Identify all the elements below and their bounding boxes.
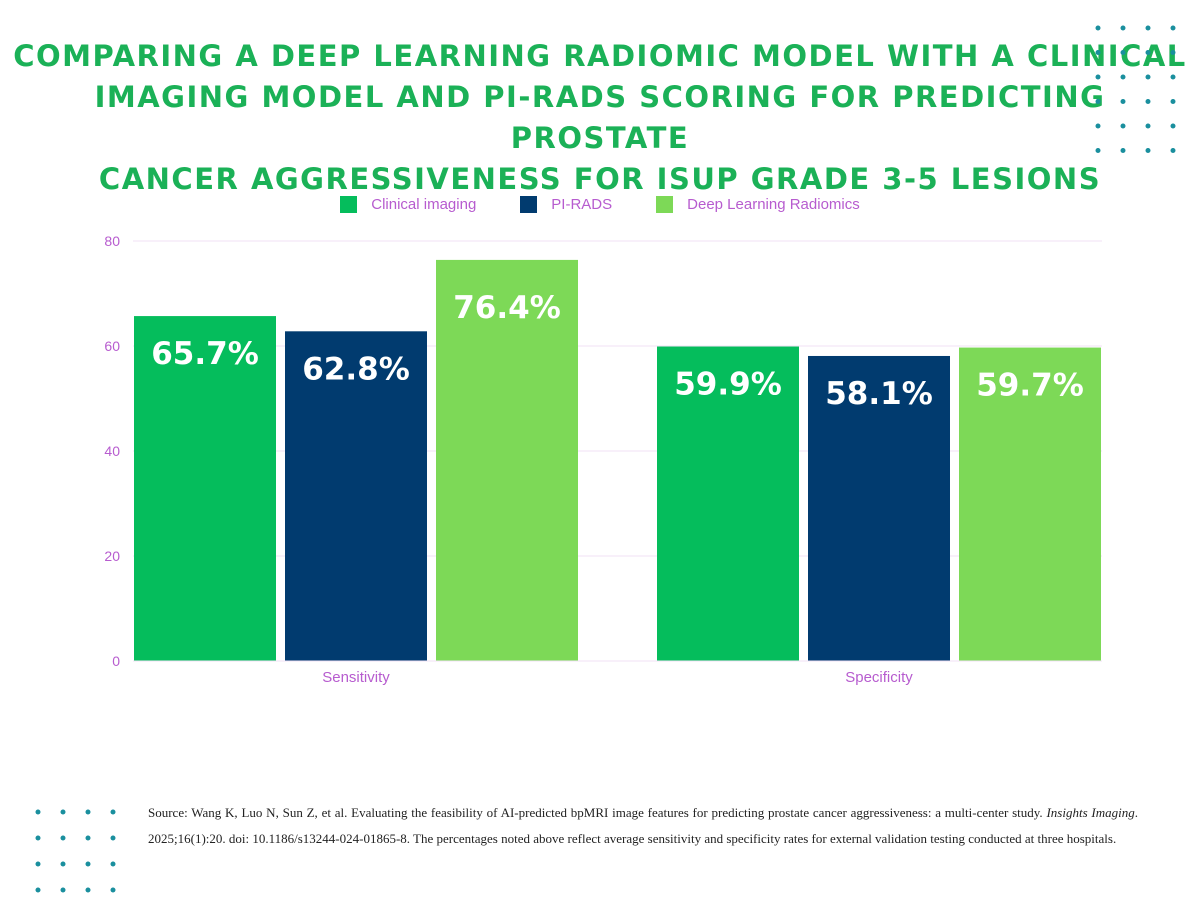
decorative-dot <box>85 809 91 815</box>
decorative-dot <box>60 887 66 893</box>
decorative-dot <box>110 861 116 867</box>
decorative-dot <box>1095 50 1101 55</box>
y-tick-label-80: 80 <box>104 233 120 249</box>
decorative-dot <box>1120 123 1126 129</box>
chart-title-line-2: IMAGING MODEL AND PI-RADS SCORING FOR PR… <box>94 80 1106 155</box>
decorative-dot <box>1120 25 1126 31</box>
decorative-dot <box>1095 25 1101 31</box>
decorative-dot <box>35 835 41 841</box>
legend-label-clinical-imaging: Clinical imaging <box>371 196 477 213</box>
legend-label-pi-rads: PI-RADS <box>551 196 613 213</box>
bar-sensitivity-pi-rads <box>285 331 427 661</box>
y-tick-label-40: 40 <box>104 443 120 459</box>
decorative-dot <box>1145 123 1151 129</box>
legend-label-deep-learning-radiomics: Deep Learning Radiomics <box>687 196 860 213</box>
decorative-dot <box>1145 148 1151 153</box>
decorative-dot <box>1170 25 1176 31</box>
decorative-dot <box>1170 50 1176 55</box>
decorative-dot <box>1170 99 1176 104</box>
legend-item-deep-learning-radiomics: Deep Learning Radiomics <box>656 196 860 213</box>
data-label-specificity-deep-learning-radiomics: 59.7% <box>976 368 1084 404</box>
decorative-dot <box>1120 50 1126 55</box>
decorative-dot <box>1095 148 1101 153</box>
chart-title: COMPARING A DEEP LEARNING RADIOMIC MODEL… <box>0 36 1200 200</box>
decorative-dot <box>1145 25 1151 31</box>
source-journal: Insights Imaging <box>1046 805 1135 820</box>
chart-title-line-3: CANCER AGGRESSIVENESS FOR ISUP GRADE 3-5… <box>98 162 1102 196</box>
bar-sensitivity-clinical-imaging <box>134 316 276 661</box>
decorative-dot <box>35 887 41 893</box>
decorative-dot <box>1170 123 1176 129</box>
decorative-dots-bottom-left <box>35 809 116 893</box>
legend-item-pi-rads: PI-RADS <box>520 196 612 213</box>
x-tick-label-sensitivity: Sensitivity <box>322 669 390 686</box>
bar-specificity-pi-rads <box>808 355 950 661</box>
y-tick-label-20: 20 <box>104 548 120 564</box>
decorative-dots-top-right <box>1095 25 1176 153</box>
decorative-dot <box>1095 74 1101 80</box>
decorative-dot <box>1095 123 1101 129</box>
decorative-dot <box>35 809 41 815</box>
y-tick-label-0: 0 <box>112 653 120 669</box>
data-label-sensitivity-clinical-imaging: 65.7% <box>151 336 259 372</box>
legend-item-clinical-imaging: Clinical imaging <box>340 196 476 213</box>
bar-sensitivity-deep-learning-radiomics <box>436 259 578 661</box>
legend-swatch-pi-rads <box>520 196 538 213</box>
legend-swatch-deep-learning-radiomics <box>656 196 674 213</box>
decorative-dot <box>60 835 66 841</box>
decorative-dot <box>85 835 91 841</box>
decorative-dot <box>60 861 66 867</box>
source-suffix: . 2025;16(1):20. doi: 10.1186/s13244-024… <box>148 805 1138 846</box>
data-label-specificity-pi-rads: 58.1% <box>825 376 933 412</box>
decorative-dot <box>1145 99 1151 104</box>
decorative-dot <box>110 835 116 841</box>
data-label-sensitivity-pi-rads: 62.8% <box>302 351 410 387</box>
decorative-dot <box>1145 50 1151 55</box>
bar-specificity-clinical-imaging <box>657 346 799 661</box>
decorative-dot <box>110 809 116 815</box>
decorative-dot <box>1145 74 1151 80</box>
decorative-dot <box>60 809 66 815</box>
source-citation: Source: Wang K, Luo N, Sun Z, et al. Eva… <box>148 800 1138 852</box>
x-tick-label-specificity: Specificity <box>845 669 913 686</box>
chart-title-line-1: COMPARING A DEEP LEARNING RADIOMIC MODEL… <box>13 39 1187 73</box>
data-label-sensitivity-deep-learning-radiomics: 76.4% <box>453 290 561 326</box>
decorative-dot <box>1170 148 1176 153</box>
decorative-dot <box>1170 74 1176 80</box>
y-tick-label-60: 60 <box>104 338 120 354</box>
bar-specificity-deep-learning-radiomics <box>959 347 1101 661</box>
bar-chart: 0 20 40 60 80 65.7% 62.8% 76.4% Sensitivity 59.9%… <box>104 233 1102 686</box>
decorative-dot <box>85 887 91 893</box>
decorative-dot <box>1095 99 1101 104</box>
decorative-dot <box>1120 74 1126 80</box>
legend-swatch-clinical-imaging <box>340 196 358 213</box>
decorative-dot <box>1120 148 1126 153</box>
decorative-dot <box>85 861 91 867</box>
decorative-dot <box>35 861 41 867</box>
data-label-specificity-clinical-imaging: 59.9% <box>674 367 782 403</box>
source-prefix: Source: Wang K, Luo N, Sun Z, et al. Eva… <box>148 805 1043 820</box>
decorative-dot <box>110 887 116 893</box>
decorative-dot <box>1120 99 1126 104</box>
chart-legend: Clinical imaging PI-RADS Deep Learning R… <box>0 196 1200 213</box>
